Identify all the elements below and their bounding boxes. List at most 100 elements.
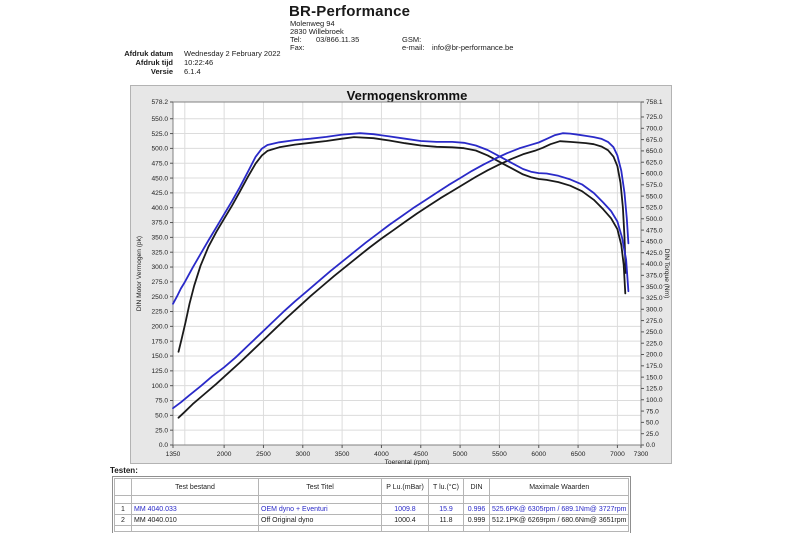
plot-area [173, 102, 641, 445]
tick-label-right: 350.0 [646, 284, 663, 291]
tick-label-left: 125.0 [151, 368, 168, 375]
tick-label-right: 325.0 [646, 295, 663, 302]
tick-label-left: 50.0 [155, 413, 168, 420]
fax-label: Fax: [290, 43, 305, 52]
tick-label-right: 150.0 [646, 374, 663, 381]
tick-label-left: 75.0 [155, 398, 168, 405]
tick-label-x: 2000 [217, 451, 232, 458]
tick-label-right: 225.0 [646, 340, 663, 347]
x-axis-title: Toerental (rpm) [385, 459, 430, 465]
testen-table-header-row: Test bestand Test Titel P Lu.(mBar) T lu… [114, 478, 630, 496]
tick-label-right: 200.0 [646, 352, 663, 359]
cell-p-lu: 1000.4 [381, 514, 429, 526]
tick-label-left: 25.0 [155, 427, 168, 434]
tick-label-right: 475.0 [646, 227, 663, 234]
cell-maximale-waarden: 525.6PK@ 6305rpm / 689.1Nm@ 3727rpm [488, 503, 630, 515]
email-label: e-mail: [402, 43, 425, 52]
y-axis-title-left: DIN Motor Vermogen (pk) [136, 236, 143, 311]
testen-table: Test bestand Test Titel P Lu.(mBar) T lu… [114, 478, 630, 532]
tick-label-right: 300.0 [646, 306, 663, 313]
tick-label-left: 350.0 [151, 235, 168, 242]
tick-label-left: 400.0 [151, 205, 168, 212]
tick-label-x: 3500 [335, 451, 350, 458]
cell-p-lu: 1009.8 [381, 503, 429, 515]
series-line [177, 140, 627, 419]
series-line [172, 132, 630, 410]
tick-label-right: 75.0 [646, 408, 659, 415]
tick-label-x: 6000 [531, 451, 546, 458]
header-test-bestand: Test bestand [131, 478, 259, 496]
plot-border [172, 101, 642, 446]
cell-t-lu: 11.8 [428, 514, 464, 526]
tel-label: Tel: [290, 35, 302, 44]
tick-label-right: 175.0 [646, 363, 663, 370]
tick-label-left: 375.0 [151, 220, 168, 227]
versie-label: Versie [150, 67, 173, 76]
tick-label-right: 100.0 [646, 397, 663, 404]
tick-label-left: 475.0 [151, 160, 168, 167]
tick-label-left: 300.0 [151, 264, 168, 271]
tick-label-x: 7000 [610, 451, 625, 458]
cell-din: 0.996 [463, 503, 490, 515]
header-maximale-waarden: Maximale Waarden [488, 478, 630, 496]
cell-test-bestand: MM 4040.010 [131, 514, 259, 526]
tick-label-right: 550.0 [646, 193, 663, 200]
cell-din: 0.999 [463, 514, 490, 526]
tick-label-right: 25.0 [646, 431, 659, 438]
address-line-2: 2830 Willebroek [290, 27, 344, 36]
tick-label-left: 550.0 [151, 116, 168, 123]
cell-test-titel: Off Original dyno [258, 514, 382, 526]
tick-label-left: 200.0 [151, 324, 168, 331]
y-axis-title-right: DIN Torque (Nm) [663, 249, 670, 299]
header-test-titel: Test Titel [258, 478, 382, 496]
email-value: info@br-performance.be [432, 43, 514, 52]
tick-label-left: 150.0 [151, 353, 168, 360]
gsm-label: GSM: [402, 35, 422, 44]
tick-label-right: 650.0 [646, 148, 663, 155]
header-din: DIN [463, 478, 490, 496]
row-number: 1 [114, 503, 132, 515]
tick-label-right: 450.0 [646, 239, 663, 246]
tick-label-right: 625.0 [646, 159, 663, 166]
tick-label-left: 450.0 [151, 175, 168, 182]
versie-value: 6.1.4 [184, 67, 201, 76]
tick-label-x: 6500 [571, 451, 586, 458]
tick-label-right: 275.0 [646, 318, 663, 325]
table-spacer-row [114, 495, 630, 504]
tick-label-right: 375.0 [646, 273, 663, 280]
table-row[interactable]: 2 MM 4040.010 Off Original dyno 1000.4 1… [114, 514, 630, 526]
tick-label-right: 700.0 [646, 125, 663, 132]
tick-label-right: 575.0 [646, 182, 663, 189]
tick-label-left: 100.0 [151, 383, 168, 390]
tick-label-left: 425.0 [151, 190, 168, 197]
testen-table-wrapper: Test bestand Test Titel P Lu.(mBar) T lu… [112, 476, 632, 533]
cell-maximale-waarden: 512.1PK@ 6269rpm / 680.6Nm@ 3651rpm [488, 514, 630, 526]
row-number: 2 [114, 514, 132, 526]
series-line [172, 132, 630, 305]
header-t-lu: T lu.(°C) [428, 478, 464, 496]
tel-value: 03/866.11.35 [316, 35, 360, 44]
tick-label-left: 525.0 [151, 131, 168, 138]
tick-label-left: 225.0 [151, 309, 168, 316]
tick-label-right: 600.0 [646, 171, 663, 178]
table-row[interactable]: 1 MM 4040.033 OEM dyno + Eventuri 1009.8… [114, 503, 630, 515]
series-line [177, 136, 627, 353]
tick-label-left: 325.0 [151, 249, 168, 256]
header-nr [114, 478, 132, 496]
cell-t-lu: 15.9 [428, 503, 464, 515]
tick-label-right: 675.0 [646, 137, 663, 144]
chart-title: Vermogenskromme [346, 88, 468, 103]
tick-label-right: 400.0 [646, 261, 663, 268]
tick-label-right: 758.1 [646, 99, 663, 106]
afdruk-tijd-label: Afdruk tijd [135, 58, 174, 67]
tick-label-left: 0.0 [159, 442, 168, 449]
tick-label-x: 5000 [453, 451, 468, 458]
tick-label-x: 7300 [634, 451, 649, 458]
tick-label-right: 425.0 [646, 250, 663, 257]
tick-label-left: 175.0 [151, 338, 168, 345]
company-name: BR-Performance [289, 3, 411, 20]
tick-label-x: 4500 [413, 451, 428, 458]
header-p-lu: P Lu.(mBar) [381, 478, 429, 496]
tick-label-right: 725.0 [646, 114, 663, 121]
